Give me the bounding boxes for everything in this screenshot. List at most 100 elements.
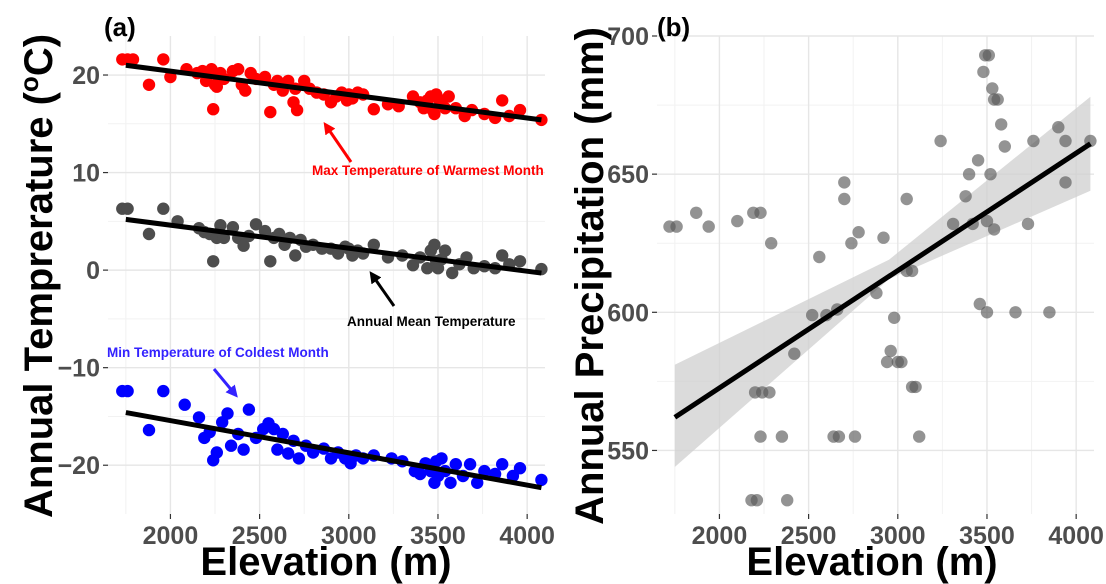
data-point [292,452,306,465]
x-tick-label: 3500 [959,522,1015,550]
data-point [157,53,170,66]
data-point [478,464,491,478]
data-point [210,446,223,459]
data-point [192,411,206,424]
data-point [880,355,894,369]
x-tick-label: 2500 [232,522,288,550]
data-point [121,384,134,398]
data-point [962,168,976,181]
x-tick-label: 2500 [781,522,837,550]
mean-temp-arrow [369,271,396,307]
data-point [446,266,459,280]
data-point [980,306,994,319]
data-point [496,249,509,262]
data-point [702,220,715,233]
data-point [207,103,220,116]
data-point [946,217,960,231]
x-tick-label: 3500 [410,522,466,550]
y-tick-label: 700 [607,23,649,51]
data-point [535,473,548,487]
data-point [775,430,789,443]
data-point [909,380,922,394]
data-point [421,262,434,275]
data-point [1059,176,1072,189]
data-point [264,105,277,119]
x-tick-label: 2000 [143,522,199,550]
data-point [282,447,295,460]
data-point [444,476,457,489]
y-tick-label: 650 [607,161,649,189]
data-point [984,168,997,181]
x-tick-label: 2000 [692,522,748,550]
y-tick-label: −20 [58,452,100,480]
data-point [463,458,477,471]
mean-temp-annotation: Annual Mean Temperature [347,314,516,329]
data-point [832,430,846,443]
data-point [848,430,862,443]
data-point [513,103,527,117]
panel-a-fit-lines [125,62,542,491]
data-point [991,93,1004,106]
data-point [207,255,220,268]
regression-line [125,216,542,276]
data-point [788,347,801,360]
data-point [513,255,527,268]
data-point [781,494,794,507]
data-point [670,220,683,233]
x-tick-label: 4000 [1048,522,1104,550]
data-point [980,214,994,228]
data-point [731,214,744,228]
data-point [438,244,452,257]
data-point [1043,306,1056,319]
data-point [214,219,227,232]
y-tick-label: 10 [72,160,100,188]
data-point [806,308,819,322]
data-point [435,452,448,465]
data-point [121,202,134,215]
data-point [496,94,509,107]
data-point [987,223,1001,236]
data-point [973,297,986,311]
panel-a-label: (a) [104,12,136,42]
x-tick-label: 3000 [870,522,926,550]
y-tick-label: 20 [72,62,100,90]
data-point [442,90,455,103]
data-point [895,355,908,369]
data-point [367,238,380,251]
data-point [838,192,851,206]
y-tick-label: 550 [607,437,649,465]
data-point [838,176,851,189]
data-point [986,82,999,95]
min-temp-annotation: Min Temperature of Coldest Month [107,345,329,360]
data-point [1021,217,1035,231]
data-point [290,103,304,117]
x-tick-label: 3000 [321,522,377,550]
data-point [157,202,170,215]
data-point [249,218,263,231]
panel-a-tick-labels: 2000 2500 3000 3500 4000 −20 −10 0 10 20 [58,62,555,550]
panel-a: 2000 2500 3000 3500 4000 −20 −10 0 10 20 (a) Annu… [14,12,555,584]
data-point [913,430,926,443]
data-point [750,494,764,507]
y-tick-label: −10 [58,355,100,383]
data-point [157,384,170,398]
data-point [513,462,527,475]
data-point [413,467,427,481]
panel-b: 2000 2500 3000 3500 4000 550 600 650 700 (b) Ann… [568,12,1104,584]
data-point [690,206,703,219]
data-point [428,107,441,121]
data-point [1059,134,1072,148]
data-point [224,439,238,452]
panel-b-label: (b) [657,12,690,42]
data-point [934,134,947,148]
data-point [845,237,858,250]
panel-b-x-axis-title: Elevation (m) [746,540,997,584]
data-point [258,70,272,84]
data-point [142,423,156,437]
data-point [959,190,972,203]
regression-line [125,62,542,123]
data-point [1052,121,1065,134]
data-point [264,255,277,268]
max-temp-arrow [323,122,353,163]
